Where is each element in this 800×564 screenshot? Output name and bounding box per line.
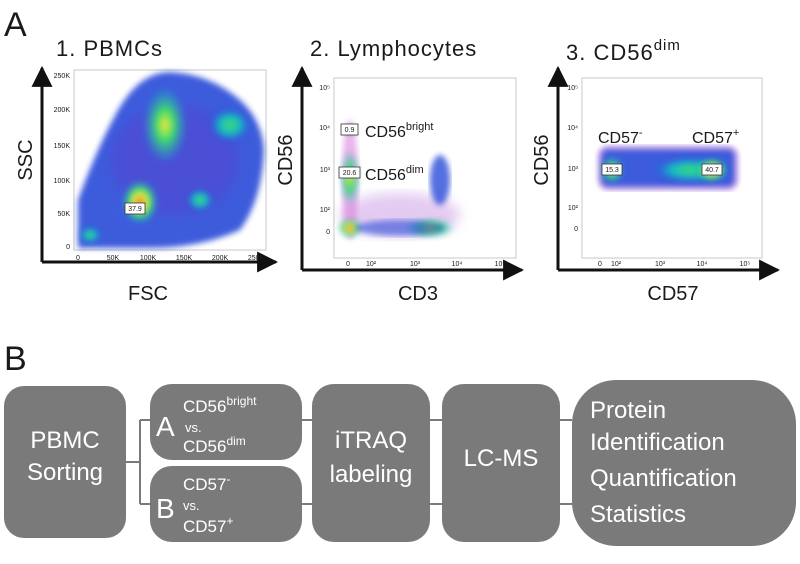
x-tick: 10⁵ xyxy=(495,261,506,268)
y-tick: 10² xyxy=(568,205,579,212)
y-tick: 0 xyxy=(66,244,70,251)
x-tick: 10⁴ xyxy=(697,261,708,268)
y-axis-label: CD56 xyxy=(275,134,297,185)
x-tick: 10³ xyxy=(410,261,421,268)
gate-label: 40.7 xyxy=(701,163,723,176)
x-tick: 0 xyxy=(76,255,80,262)
plot-frame xyxy=(581,77,763,259)
plot-cd56dim: 3. CD56dim CD56 CD57 0 10² 10³ 10⁴ 10⁵ 0… xyxy=(531,37,781,305)
x-tick: 200K xyxy=(212,255,229,262)
y-tick: 10⁴ xyxy=(567,125,578,132)
y-tick: 100K xyxy=(54,178,71,185)
svg-text:labeling: labeling xyxy=(330,461,413,488)
x-axis-label: FSC xyxy=(128,283,168,305)
y-tick: 200K xyxy=(54,107,71,114)
y-ticks: 0 10² 10³ 10⁴ 10⁵ xyxy=(567,85,578,233)
x-ticks: 0 10² 10³ 10⁴ 10⁵ xyxy=(346,261,505,268)
svg-text:CD56bright: CD56bright xyxy=(183,394,257,416)
plot-title: 1. PBMCs xyxy=(56,36,163,61)
x-tick: 50K xyxy=(107,255,120,262)
gate-label: 37.9 xyxy=(124,202,146,215)
y-tick: 10⁵ xyxy=(319,85,330,92)
density-cloud xyxy=(338,120,460,240)
gate-label: 0.9 xyxy=(340,123,359,136)
y-tick: 10⁴ xyxy=(319,125,330,132)
y-tick: 10⁵ xyxy=(567,85,578,92)
box-lc-ms: LC-MS xyxy=(442,384,560,542)
y-ticks: 0 10² 10³ 10⁴ 10⁵ xyxy=(319,85,330,236)
x-tick: 0 xyxy=(598,261,602,268)
box-itraq-labeling: iTRAQ labeling xyxy=(312,384,430,542)
plot-pbmcs: 1. PBMCs SSC FSC 0 50K 100K 150K 200K 25… xyxy=(15,36,279,305)
svg-text:A: A xyxy=(156,411,175,442)
x-tick: 10² xyxy=(366,261,377,268)
y-axis-label: CD56 xyxy=(531,134,553,185)
svg-text:Identification: Identification xyxy=(590,429,725,456)
x-tick: 10⁵ xyxy=(740,261,751,268)
y-tick: 0 xyxy=(574,226,578,233)
plot-title: 2. Lymphocytes xyxy=(310,36,477,61)
panel-a-label: A xyxy=(4,6,27,44)
svg-text:PBMC: PBMC xyxy=(30,427,99,454)
x-tick: 0 xyxy=(346,261,350,268)
svg-text:LC-MS: LC-MS xyxy=(464,445,539,472)
box-protein-analysis: Protein Identification Quantification St… xyxy=(572,380,796,546)
x-tick: 10² xyxy=(611,261,622,268)
x-ticks: 0 50K 100K 150K 200K 250K xyxy=(76,255,264,262)
x-tick: 10⁴ xyxy=(452,261,463,268)
x-tick: 100K xyxy=(140,255,157,262)
x-ticks: 0 10² 10³ 10⁴ 10⁵ xyxy=(598,261,750,268)
y-tick: 250K xyxy=(54,73,71,80)
plot-frame xyxy=(73,69,267,251)
y-axis-label: SSC xyxy=(15,139,37,180)
y-ticks: 0 50K 100K 150K 200K 250K xyxy=(54,73,71,251)
x-tick: 250K xyxy=(248,255,265,262)
y-tick: 10³ xyxy=(568,166,579,173)
x-axis-label: CD3 xyxy=(398,283,438,305)
svg-text:vs.: vs. xyxy=(183,498,200,513)
x-tick: 10³ xyxy=(655,261,666,268)
svg-text:B: B xyxy=(156,493,175,524)
svg-text:37.9: 37.9 xyxy=(128,206,142,213)
svg-text:CD57-: CD57- xyxy=(183,472,230,494)
svg-text:Quantification: Quantification xyxy=(590,465,737,492)
y-tick: 10² xyxy=(320,207,331,214)
y-tick: 50K xyxy=(58,211,71,218)
gate-label: 20.6 xyxy=(338,166,361,179)
y-tick: 10³ xyxy=(320,167,331,174)
plot-lymphocytes: 2. Lymphocytes CD56 CD3 0 10² 10³ 10⁴ 10… xyxy=(275,36,525,305)
svg-text:vs.: vs. xyxy=(185,420,202,435)
x-tick: 150K xyxy=(176,255,193,262)
svg-text:CD56dim: CD56dim xyxy=(183,434,246,456)
svg-text:Statistics: Statistics xyxy=(590,501,686,528)
gate-label: 15.3 xyxy=(601,163,623,176)
svg-text:15.3: 15.3 xyxy=(605,167,619,174)
y-tick: 0 xyxy=(326,229,330,236)
plot-frame xyxy=(333,77,517,259)
x-axis-label: CD57 xyxy=(647,283,698,305)
svg-text:0.9: 0.9 xyxy=(345,127,355,134)
svg-text:20.6: 20.6 xyxy=(343,170,357,177)
box-comparison-b: B CD57- vs. CD57+ xyxy=(150,466,302,542)
svg-text:Protein: Protein xyxy=(590,397,666,424)
panel-b-label: B xyxy=(4,340,27,378)
svg-text:iTRAQ: iTRAQ xyxy=(335,427,407,454)
density-cloud xyxy=(78,72,264,248)
annotation-cd57-pos: CD57+ xyxy=(692,127,739,147)
annotation-cd56-dim: CD56dim xyxy=(365,164,424,184)
annotation-cd56-bright: CD56bright xyxy=(365,121,433,141)
svg-text:CD57+: CD57+ xyxy=(183,514,233,536)
svg-text:40.7: 40.7 xyxy=(705,167,719,174)
y-tick: 150K xyxy=(54,143,71,150)
svg-text:Sorting: Sorting xyxy=(27,459,103,486)
plot-title: 3. CD56dim xyxy=(566,37,681,65)
box-comparison-a: A CD56bright vs. CD56dim xyxy=(150,384,302,460)
box-pbmc-sorting: PBMC Sorting xyxy=(4,386,126,538)
annotation-cd57-neg: CD57- xyxy=(598,127,643,147)
